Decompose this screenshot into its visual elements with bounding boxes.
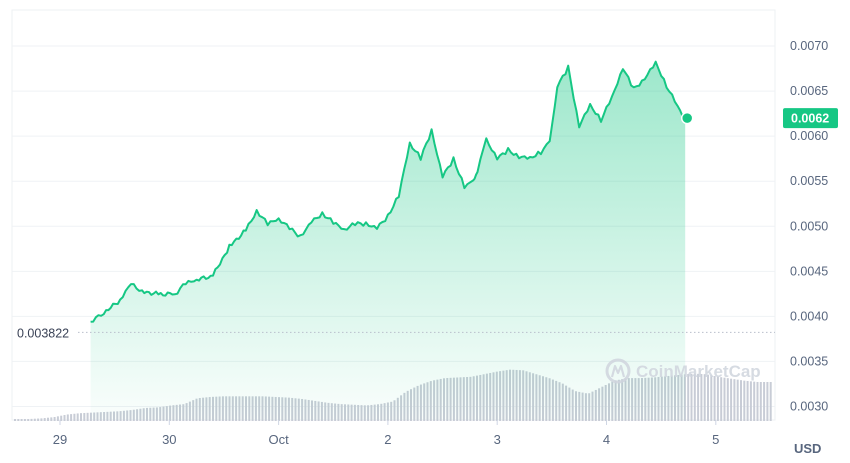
volume-bar [73,413,76,421]
volume-bar [17,419,20,421]
y-tick-label: 0.0040 [790,309,828,323]
volume-bar [753,381,756,421]
x-tick-label: 2 [384,432,391,447]
coinmarketcap-logo-icon [605,358,631,384]
coinmarketcap-logo-stroke [610,364,626,378]
x-tick-label: 4 [603,432,610,447]
volume-bar [707,374,709,421]
x-tick-label: 5 [712,432,719,447]
volume-bar [700,373,703,421]
volume-bar [710,375,713,421]
volume-bar [690,373,693,421]
baseline-group: 0.003822 [17,326,775,340]
volume-bar [763,382,766,421]
currency-unit-label: USD [794,441,821,456]
coinmarketcap-watermark: CoinMarketCap [605,358,761,384]
volume-bar [687,373,690,421]
volume-bar [83,412,86,421]
y-tick-label: 0.0065 [790,84,828,98]
volume-bar [713,376,716,421]
volume-bar [30,418,33,421]
price-area [90,61,686,420]
y-tick-label: 0.0045 [790,264,828,278]
volume-bar [70,414,73,421]
current-price-badge: 0.0062 [783,108,838,129]
y-axis: 0.0070 0.0065 0.0060 0.0055 0.0050 0.0045 0.00… [790,39,828,413]
volume-bar [27,419,30,421]
volume-bar [53,416,56,421]
volume-bar [50,417,53,421]
volume-bar [703,374,706,421]
volume-bar [743,380,746,421]
watermark-text: CoinMarketCap [636,362,761,381]
volume-bar [723,377,726,421]
volume-bar [733,379,736,421]
volume-bar [730,378,733,421]
volume-bar [720,377,723,421]
volume-bar [766,382,769,421]
volume-bar [43,418,46,421]
current-price-badge-bg [783,108,838,129]
volume-bar [756,381,759,421]
volume-bar [63,415,66,421]
baseline-label: 0.003822 [17,326,69,340]
current-price-dot [680,111,694,125]
volume-bar [40,418,43,421]
y-tick-label: 0.0055 [790,174,828,188]
volume-bar [759,382,762,421]
current-price-label: 0.0062 [791,112,829,126]
volume-bar [736,379,739,421]
volume-bar [693,373,696,421]
volume-bar [746,380,749,421]
volume-bar [14,419,16,421]
volume-bar [726,378,729,421]
volume-bar [60,415,63,421]
y-tick-label: 0.0030 [790,399,828,413]
volume-bar [716,376,719,421]
volume-bar [23,419,26,421]
x-tick-label: 30 [162,432,176,447]
volume-bar [66,414,69,421]
y-tick-label: 0.0050 [790,219,828,233]
y-tick-label: 0.0035 [790,354,828,368]
volume-bar [56,416,59,421]
x-axis: 29 30 Oct 2 3 4 5 [53,420,719,447]
volume-bar [86,412,89,421]
volume-bar [80,413,82,421]
volume-bar [697,373,700,421]
volume-bar [76,413,79,421]
volume-bar [740,380,742,421]
y-tick-label: 0.0060 [790,129,828,143]
x-tick-label: Oct [268,432,289,447]
x-tick-label: 29 [53,432,67,447]
volume-bar [33,418,36,421]
volume-bar [37,418,40,421]
y-tick-label: 0.0070 [790,39,828,53]
volume-bar [20,419,23,421]
volume-bar [47,417,49,421]
price-line [90,60,687,323]
volume-bar [749,381,752,421]
x-tick-label: 3 [494,432,501,447]
volume-bar [769,382,772,421]
